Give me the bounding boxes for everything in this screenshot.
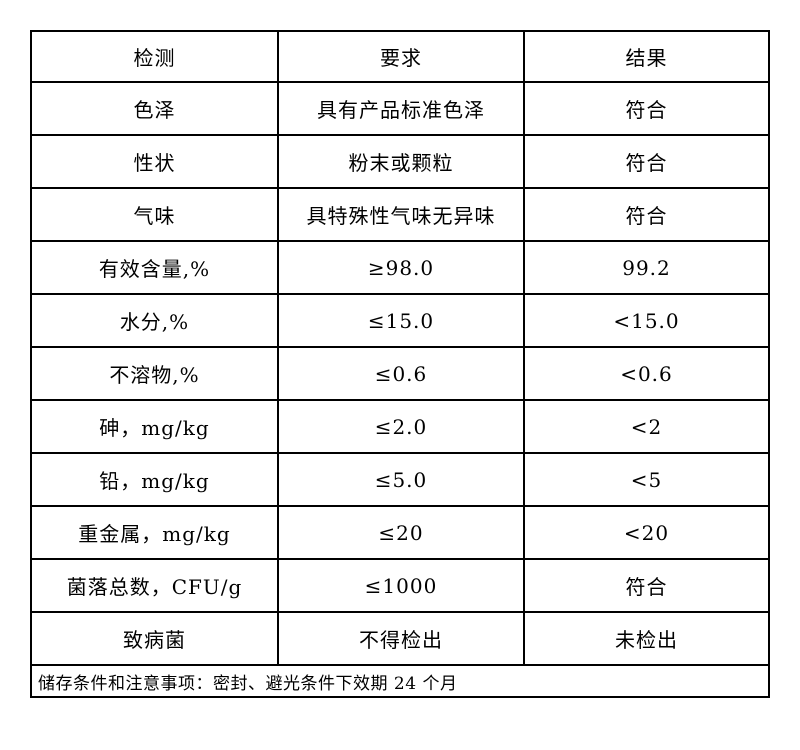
inspection-table: 检测 要求 结果 色泽 具有产品标准色泽 符合 性状 粉末或颗粒 符合 气味 具… <box>30 30 770 698</box>
table-row: 重金属，mg/kg ≤20 <20 <box>30 505 770 560</box>
result-cell: <0.6 <box>523 346 770 401</box>
requirement-cell: 具有产品标准色泽 <box>277 81 525 136</box>
requirement-cell: ≤1000 <box>277 558 525 613</box>
requirement-cell: 不得检出 <box>277 611 525 666</box>
table-row: 水分,% ≤15.0 <15.0 <box>30 293 770 348</box>
table-header-row: 检测 要求 结果 <box>30 30 770 83</box>
requirement-cell: ≤0.6 <box>277 346 525 401</box>
requirement-cell: ≥98.0 <box>277 240 525 295</box>
table-row: 致病菌 不得检出 未检出 <box>30 611 770 666</box>
test-item-cell: 色泽 <box>30 81 279 136</box>
requirement-cell: ≤5.0 <box>277 452 525 507</box>
test-item-cell: 菌落总数，CFU/g <box>30 558 279 613</box>
test-item-cell: 性状 <box>30 134 279 189</box>
header-requirement-cell: 要求 <box>277 30 525 83</box>
header-result-cell: 结果 <box>523 30 770 83</box>
requirement-cell: ≤2.0 <box>277 399 525 454</box>
result-cell: <20 <box>523 505 770 560</box>
result-cell: 99.2 <box>523 240 770 295</box>
result-cell: 符合 <box>523 134 770 189</box>
table-row: 有效含量,% ≥98.0 99.2 <box>30 240 770 295</box>
test-item-cell: 气味 <box>30 187 279 242</box>
test-item-cell: 水分,% <box>30 293 279 348</box>
table-row: 菌落总数，CFU/g ≤1000 符合 <box>30 558 770 613</box>
header-test-cell: 检测 <box>30 30 279 83</box>
storage-conditions-note: 储存条件和注意事项：密封、避光条件下效期 24 个月 <box>30 664 770 698</box>
requirement-cell: 具特殊性气味无异味 <box>277 187 525 242</box>
table-row: 不溶物,% ≤0.6 <0.6 <box>30 346 770 401</box>
table-row: 气味 具特殊性气味无异味 符合 <box>30 187 770 242</box>
table-row: 色泽 具有产品标准色泽 符合 <box>30 81 770 136</box>
requirement-cell: ≤20 <box>277 505 525 560</box>
result-cell: <15.0 <box>523 293 770 348</box>
test-item-cell: 不溶物,% <box>30 346 279 401</box>
test-item-cell: 有效含量,% <box>30 240 279 295</box>
test-item-cell: 重金属，mg/kg <box>30 505 279 560</box>
table-footer-row: 储存条件和注意事项：密封、避光条件下效期 24 个月 <box>30 664 770 698</box>
result-cell: 未检出 <box>523 611 770 666</box>
test-item-cell: 铅，mg/kg <box>30 452 279 507</box>
requirement-cell: ≤15.0 <box>277 293 525 348</box>
table-row: 性状 粉末或颗粒 符合 <box>30 134 770 189</box>
result-cell: <5 <box>523 452 770 507</box>
result-cell: 符合 <box>523 81 770 136</box>
test-item-cell: 致病菌 <box>30 611 279 666</box>
result-cell: 符合 <box>523 187 770 242</box>
result-cell: 符合 <box>523 558 770 613</box>
table-row: 砷，mg/kg ≤2.0 <2 <box>30 399 770 454</box>
result-cell: <2 <box>523 399 770 454</box>
table-row: 铅，mg/kg ≤5.0 <5 <box>30 452 770 507</box>
requirement-cell: 粉末或颗粒 <box>277 134 525 189</box>
test-item-cell: 砷，mg/kg <box>30 399 279 454</box>
